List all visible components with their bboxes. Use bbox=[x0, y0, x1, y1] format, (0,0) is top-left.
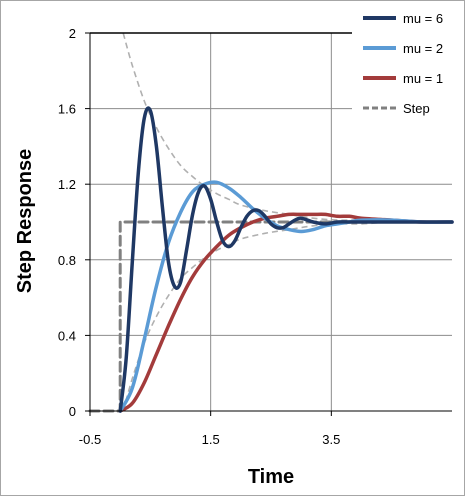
legend-label: mu = 1 bbox=[403, 71, 443, 86]
series-line bbox=[118, 212, 454, 413]
y-tick-label: 0.4 bbox=[58, 328, 76, 343]
x-tick-label: 1.5 bbox=[202, 432, 220, 447]
tick-labels: 0 0.4 0.8 1.2 1.6 2 -0.5 1.5 3.5 bbox=[58, 26, 340, 447]
y-tick-label: 0.8 bbox=[58, 253, 76, 268]
y-tick-label: 1.6 bbox=[58, 102, 76, 117]
legend-label: mu = 6 bbox=[403, 11, 443, 26]
envelope-line bbox=[122, 221, 452, 412]
x-axis-title: Time bbox=[248, 466, 294, 488]
legend: mu = 6 mu = 2 mu = 1 Step bbox=[352, 2, 460, 118]
y-tick-label: 0 bbox=[69, 404, 76, 419]
axes bbox=[85, 32, 452, 416]
y-axis-title: Step Response bbox=[14, 149, 36, 293]
y-tick-label: 2 bbox=[69, 26, 76, 41]
x-tick-label: -0.5 bbox=[79, 432, 101, 447]
legend-label: Step bbox=[403, 101, 430, 116]
series-line bbox=[118, 106, 454, 413]
legend-label: mu = 2 bbox=[403, 41, 443, 56]
y-tick-label: 1.2 bbox=[58, 177, 76, 192]
legend-background bbox=[352, 2, 460, 118]
x-tick-label: 3.5 bbox=[322, 432, 340, 447]
